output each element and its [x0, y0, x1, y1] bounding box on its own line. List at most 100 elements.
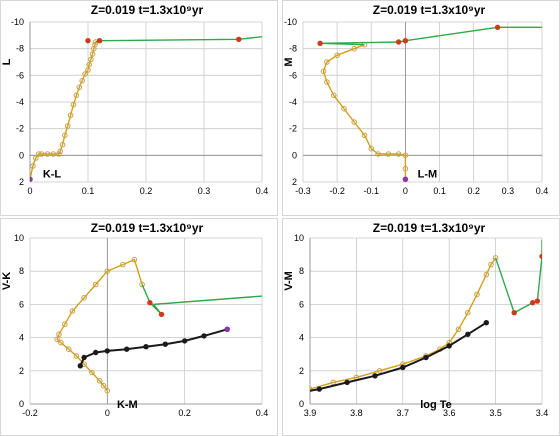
data-point-isochrone — [385, 151, 392, 157]
data-point-lower_main_sequence — [483, 320, 489, 326]
data-point-lower_main_sequence — [104, 348, 111, 354]
panel-frame — [0, 218, 278, 436]
data-point-agb_points — [147, 300, 153, 306]
x-tick-label: 0.4 — [256, 186, 269, 196]
data-point-isochrone — [104, 387, 111, 394]
x-tick-label: 3.5 — [489, 408, 502, 418]
series-layer — [317, 24, 542, 183]
data-point-isochrone — [50, 151, 57, 157]
data-point-lower_main_sequence — [400, 364, 406, 371]
panel-frame — [282, 0, 560, 216]
data-point-isochrone — [361, 132, 368, 139]
data-point-agb_points — [85, 38, 91, 44]
x-tick-label: 0.1 — [433, 186, 446, 196]
x-tick-label: 3.9 — [304, 408, 317, 418]
data-point-isochrone — [92, 281, 99, 288]
data-point-lower_main_sequence — [446, 343, 452, 349]
data-point-isochrone — [88, 56, 94, 63]
y-tick-label: -2 — [289, 124, 297, 134]
data-point-endpoint — [224, 326, 230, 332]
data-point-isochrone — [67, 112, 74, 119]
chart-title: Z=0.019 t=1.3x10⁹yr — [373, 3, 486, 17]
data-point-lower_main_sequence — [344, 379, 350, 386]
y-tick-label: -6 — [16, 70, 24, 80]
data-point-isochrone — [73, 353, 80, 359]
data-point-agb_points — [494, 24, 501, 30]
data-point-isochrone — [57, 148, 64, 155]
data-point-isochrone — [334, 52, 340, 59]
x-tick-label: 3.6 — [443, 408, 456, 418]
data-point-isochrone — [89, 51, 96, 57]
data-point-lower_main_sequence — [162, 341, 169, 347]
y-tick-label: -4 — [289, 97, 297, 107]
x-tick-label: -0.2 — [22, 408, 38, 418]
y-tick-label: -8 — [16, 44, 24, 54]
data-point-isochrone — [96, 378, 103, 384]
data-point-isochrone — [474, 291, 480, 298]
data-point-agb_points — [96, 38, 103, 44]
data-point-isochrone — [402, 152, 409, 159]
x-tick-label: 0 — [27, 186, 32, 196]
x-axis-label: K-M — [117, 399, 138, 411]
data-point-endpoint — [402, 176, 409, 183]
data-point-isochrone — [402, 165, 409, 172]
x-tick-label: -0.2 — [329, 186, 345, 196]
y-tick-label: -10 — [284, 17, 297, 27]
y-axis-label: V-K — [1, 272, 13, 290]
data-point-isochrone — [395, 151, 402, 157]
data-point-isochrone — [69, 308, 76, 314]
data-point-isochrone — [44, 151, 51, 157]
data-point-isochrone — [465, 309, 471, 316]
data-point-agb_points — [158, 311, 165, 318]
data-point-isochrone — [330, 92, 337, 99]
y-tick-label: 2 — [299, 366, 304, 376]
data-point-isochrone — [73, 92, 80, 99]
x-axis-label: K-L — [43, 168, 62, 180]
y-axis-label: V-M — [283, 271, 295, 291]
data-point-lower_main_sequence — [372, 373, 378, 379]
data-point-isochrone — [89, 369, 95, 376]
x-tick-label: 3.4 — [536, 408, 549, 418]
data-point-isochrone — [131, 256, 138, 263]
x-tick-label: 0 — [105, 408, 110, 418]
data-point-isochrone — [100, 382, 107, 389]
data-point-agb_points — [402, 38, 409, 44]
data-point-isochrone — [455, 326, 462, 333]
data-point-isochrone — [341, 105, 347, 112]
y-axis-label: M — [283, 57, 295, 66]
y-tick-label: 8 — [299, 266, 304, 276]
data-point-isochrone — [375, 151, 381, 157]
x-tick-label: 0.1 — [82, 186, 95, 196]
data-point-isochrone — [56, 151, 62, 157]
data-point-agb_points — [395, 39, 402, 45]
data-point-isochrone — [483, 271, 490, 278]
panel-4: 3.9 3.8 3.7 3.6 3.5 3.4 0 2 4 6 8 10 Z=0.019 t=1.3x1… — [282, 218, 560, 436]
x-axis-label: L-M — [418, 168, 438, 180]
data-point-isochrone — [59, 141, 66, 148]
data-point-isochrone — [30, 163, 36, 169]
data-point-lower_main_sequence — [465, 331, 471, 337]
data-point-agb_points — [530, 300, 536, 306]
panel-frame — [0, 0, 278, 216]
y-tick-label: -6 — [289, 70, 297, 80]
data-point-isochrone — [324, 59, 330, 65]
x-tick-label: 0.4 — [256, 408, 269, 418]
series-layer — [310, 239, 542, 392]
data-point-lower_main_sequence — [143, 344, 149, 350]
x-tick-label: 3.8 — [350, 408, 363, 418]
data-point-agb_points — [317, 40, 323, 46]
data-point-agb_points — [236, 36, 242, 42]
data-point-isochrone — [330, 379, 337, 386]
y-tick-label: 4 — [19, 333, 24, 343]
data-point-endpoint — [30, 176, 33, 182]
x-tick-label: 0.2 — [140, 186, 153, 196]
x-tick-label: 0.3 — [198, 186, 211, 196]
data-point-isochrone — [139, 281, 145, 288]
data-point-lower_main_sequence — [93, 349, 99, 356]
data-point-isochrone — [82, 71, 88, 77]
y-tick-label: 10 — [14, 233, 24, 243]
data-point-isochrone — [38, 151, 45, 157]
